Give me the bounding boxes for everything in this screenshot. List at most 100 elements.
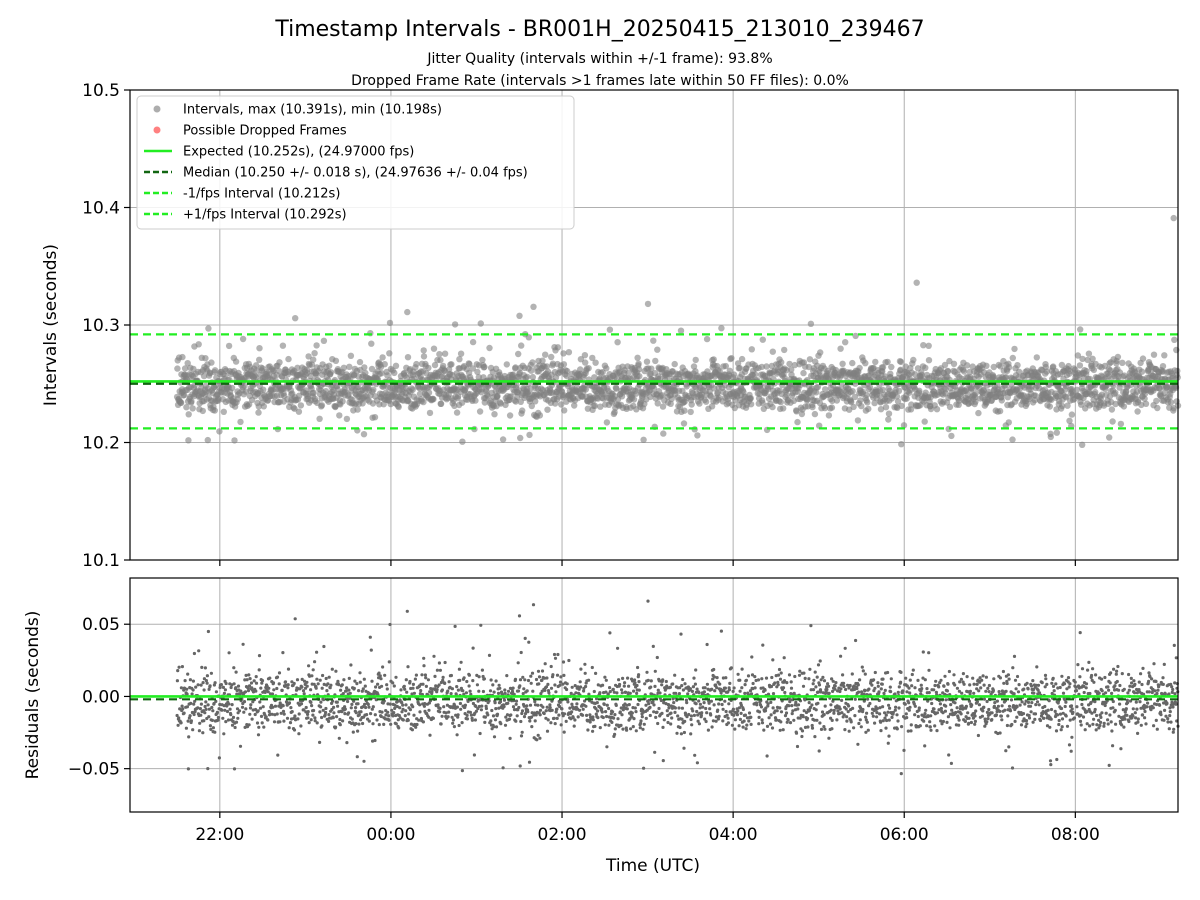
- residual-point: [494, 679, 498, 683]
- interval-point: [1005, 419, 1012, 426]
- residual-point: [257, 654, 262, 658]
- interval-point: [591, 402, 599, 409]
- interval-point: [658, 392, 666, 399]
- residual-point: [607, 706, 611, 711]
- residual-point: [637, 680, 641, 684]
- interval-point: [486, 344, 493, 352]
- interval-point: [630, 396, 638, 403]
- residual-point: [548, 706, 552, 710]
- residual-point: [709, 713, 713, 717]
- residual-point: [536, 669, 541, 673]
- residual-point: [442, 705, 446, 709]
- residual-point: [585, 713, 589, 718]
- residual-point: [180, 665, 184, 669]
- residual-point: [310, 674, 314, 678]
- residual-point: [304, 705, 308, 710]
- residual-point: [796, 703, 801, 707]
- residual-point: [435, 688, 439, 692]
- interval-point: [925, 342, 932, 349]
- residual-point: [713, 689, 717, 693]
- residual-point: [488, 689, 493, 693]
- interval-point: [543, 363, 551, 370]
- residual-point: [817, 749, 821, 753]
- interval-point: [1174, 367, 1181, 375]
- residual-point: [203, 704, 207, 709]
- residual-point: [345, 741, 349, 745]
- residual-point: [594, 671, 598, 676]
- residual-point: [293, 617, 297, 621]
- residual-point: [292, 681, 296, 686]
- residual-point: [689, 717, 693, 722]
- residual-point: [202, 719, 206, 723]
- residual-point: [376, 682, 380, 686]
- residual-point: [465, 717, 469, 721]
- residual-point: [191, 679, 195, 683]
- residual-point: [194, 685, 198, 689]
- residual-point: [681, 688, 686, 692]
- interval-point: [425, 389, 433, 396]
- interval-point: [950, 360, 958, 367]
- residual-point: [281, 704, 285, 708]
- residual-point: [446, 689, 450, 693]
- residual-point: [221, 716, 225, 720]
- residual-point: [331, 716, 335, 720]
- residual-point: [209, 671, 213, 675]
- residual-point: [701, 705, 705, 709]
- residual-point: [763, 688, 767, 692]
- residual-point: [607, 723, 611, 727]
- residual-point: [462, 676, 466, 680]
- residual-point: [336, 704, 340, 708]
- residual-point: [297, 732, 301, 736]
- residual-point: [621, 727, 625, 731]
- residual-point: [546, 718, 550, 722]
- residual-point: [232, 767, 237, 771]
- interval-point: [581, 352, 589, 359]
- residual-point: [505, 674, 509, 678]
- residual-point: [630, 711, 634, 715]
- legend-label: Intervals, max (10.391s), min (10.198s): [183, 103, 442, 118]
- residual-point: [215, 710, 219, 715]
- residual-point: [788, 721, 793, 725]
- residual-point: [206, 629, 210, 634]
- interval-point: [696, 400, 703, 407]
- residual-point: [203, 666, 207, 670]
- residual-point: [562, 730, 566, 734]
- interval-point: [225, 342, 233, 350]
- residual-point: [412, 691, 416, 695]
- interval-point: [231, 437, 238, 444]
- residual-point: [483, 720, 487, 725]
- interval-point: [1139, 355, 1147, 362]
- residual-point: [379, 677, 383, 681]
- residual-point: [659, 698, 663, 703]
- residual-point: [250, 717, 254, 721]
- residual-point: [759, 705, 764, 709]
- residual-point: [374, 685, 378, 689]
- interval-point: [597, 403, 604, 410]
- interval-point: [430, 345, 438, 352]
- residual-point: [307, 721, 311, 725]
- residual-point: [639, 719, 643, 723]
- residual-point: [808, 667, 812, 671]
- residual-point: [403, 687, 407, 691]
- residual-point: [634, 729, 638, 733]
- residual-point: [198, 721, 202, 725]
- residual-point: [732, 686, 736, 690]
- residual-point: [335, 700, 339, 704]
- residual-point: [204, 707, 208, 712]
- interval-point: [368, 365, 376, 373]
- interval-point: [1009, 354, 1016, 362]
- residual-point: [351, 730, 355, 734]
- residual-point: [362, 759, 366, 763]
- residual-point: [338, 717, 342, 722]
- interval-point: [437, 400, 445, 407]
- residual-point: [717, 702, 721, 706]
- interval-point: [441, 350, 449, 357]
- interval-point: [558, 401, 565, 408]
- residual-point: [393, 706, 397, 711]
- residual-point: [697, 722, 702, 726]
- chart-subtitle-jitter: Jitter Quality (intervals within +/-1 fr…: [426, 51, 772, 67]
- residual-point: [661, 678, 665, 682]
- interval-point: [260, 403, 267, 410]
- residual-point: [380, 710, 384, 714]
